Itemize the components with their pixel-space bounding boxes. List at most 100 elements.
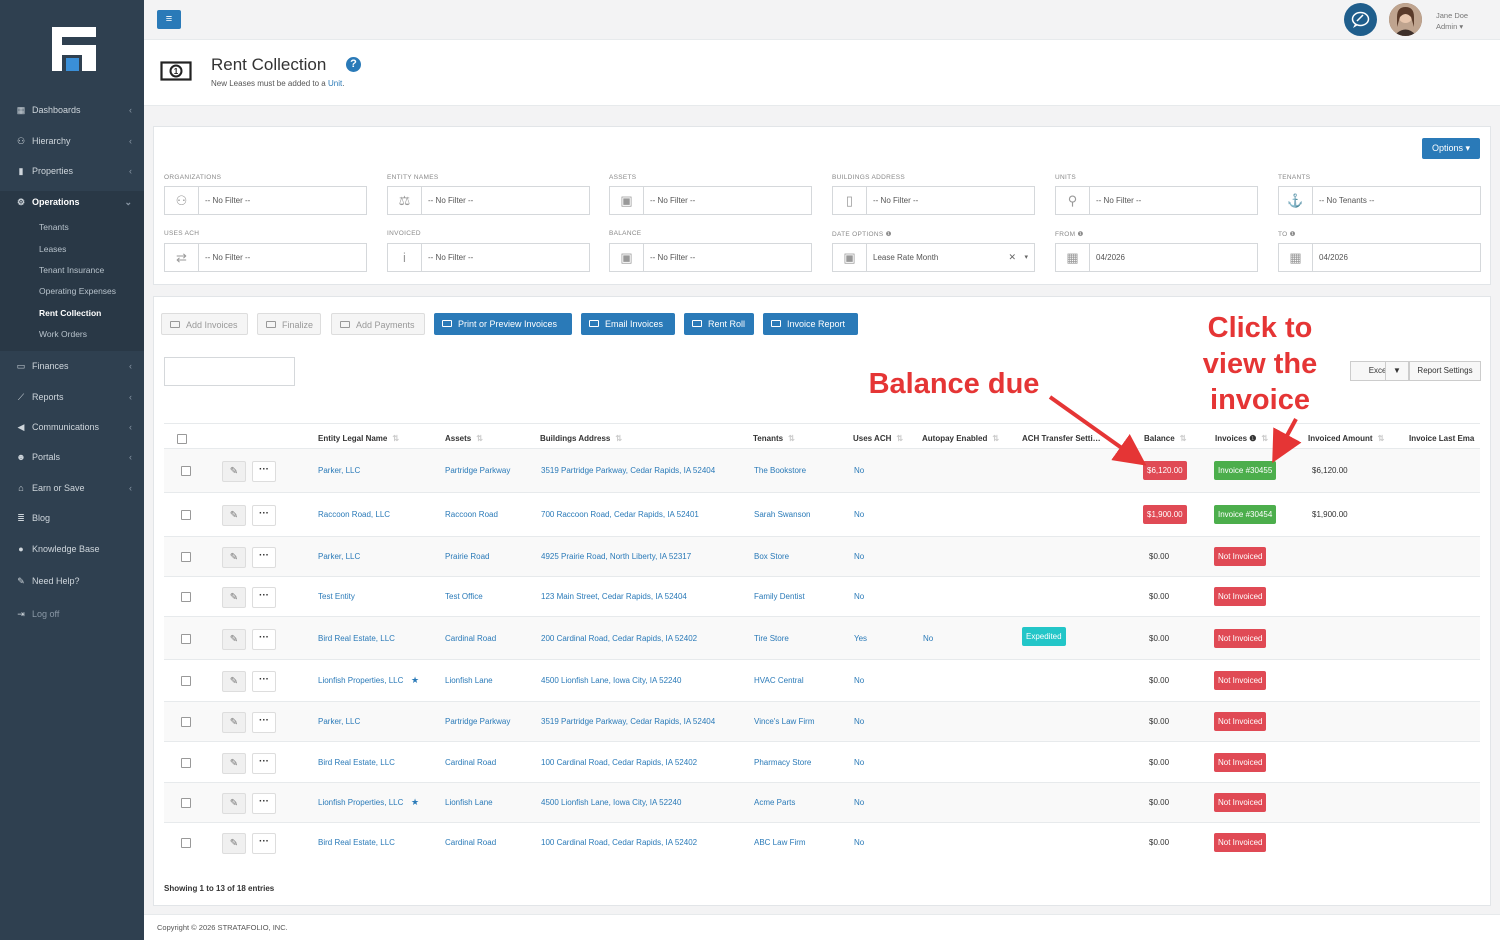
user-role-dropdown[interactable]: Admin ▾ (1436, 22, 1464, 31)
row-checkbox[interactable] (181, 757, 191, 768)
column-header[interactable]: Autopay Enabled ⇅ (922, 434, 999, 443)
entity-link[interactable]: Bird Real Estate, LLC (318, 757, 395, 767)
balance-due-badge[interactable]: $1,900.00 (1143, 505, 1187, 524)
row-checkbox[interactable] (181, 466, 191, 476)
row-checkbox[interactable] (181, 717, 191, 727)
report-settings-button[interactable]: Report Settings (1409, 361, 1481, 381)
options-button[interactable]: Options ▾ (1422, 138, 1480, 159)
asset-link[interactable]: Cardinal Road (445, 633, 497, 643)
column-header[interactable]: ACH Transfer Setti… (1022, 434, 1101, 443)
sidebar-subitem-rent-collection[interactable]: Rent Collection (39, 308, 102, 318)
sidebar-item-earn-or-save[interactable]: ⌂ Earn or Save ‹ (0, 477, 144, 499)
asset-link[interactable]: Cardinal Road (445, 757, 497, 767)
more-options-icon[interactable]: ··· (252, 752, 276, 774)
chevron-down-icon[interactable]: ▾ (1024, 254, 1028, 261)
print-preview-invoices-button[interactable]: Print or Preview Invoices (434, 313, 572, 335)
asset-link[interactable]: Lionfish Lane (445, 676, 493, 685)
tenant-link[interactable]: Family Dentist (754, 592, 805, 601)
stratafolio-logo[interactable] (52, 27, 96, 71)
entity-link[interactable]: Lionfish Properties, LLC (318, 798, 404, 807)
edit-icon[interactable]: ✎ (222, 587, 246, 608)
email-invoices-button[interactable]: Email Invoices (581, 313, 675, 335)
more-options-icon[interactable]: ··· (252, 671, 276, 692)
tenant-link[interactable]: Box Store (754, 552, 790, 561)
filter-assets-select[interactable]: ▣ -- No Filter -- (609, 186, 812, 215)
filter-from-select[interactable]: ▦ 04/2026 (1055, 243, 1258, 272)
row-checkbox[interactable] (181, 510, 191, 520)
invoice-report-button[interactable]: Invoice Report (763, 313, 858, 335)
edit-icon[interactable]: ✎ (222, 461, 246, 482)
address-link[interactable]: 4500 Lionfish Lane, Iowa City, IA 52240 (541, 798, 682, 807)
edit-icon[interactable]: ✎ (222, 671, 246, 692)
table-row[interactable]: ✎ ··· Parker, LLC Partridge Parkway 3519 Par… (164, 701, 1480, 741)
more-options-icon[interactable]: ··· (252, 833, 276, 854)
more-options-icon[interactable]: ··· (252, 461, 276, 482)
edit-icon[interactable]: ✎ (222, 793, 246, 814)
row-checkbox[interactable] (181, 633, 191, 644)
table-row[interactable]: ✎ ··· Lionfish Properties, LLC ★ Lionfish L… (164, 659, 1480, 701)
filter-balance-select[interactable]: ▣ -- No Filter -- (609, 243, 812, 272)
filter-tenants-select[interactable]: ⚓ -- No Tenants -- (1278, 186, 1481, 215)
column-header[interactable]: Invoices ❶ ⇅ (1215, 434, 1268, 443)
entity-link[interactable]: Bird Real Estate, LLC (318, 838, 395, 847)
row-checkbox[interactable] (181, 676, 191, 686)
filter-invoiced-select[interactable]: i -- No Filter -- (387, 243, 590, 272)
sidebar-subitem-work-orders[interactable]: Work Orders (39, 329, 88, 339)
tenant-link[interactable]: Pharmacy Store (754, 757, 812, 767)
asset-link[interactable]: Cardinal Road (445, 838, 497, 847)
tenant-link[interactable]: Acme Parts (754, 798, 796, 807)
more-options-icon[interactable]: ··· (252, 793, 276, 814)
finalize-button[interactable]: Finalize (257, 313, 321, 335)
help-icon[interactable]: ? (346, 57, 361, 72)
filter-uses-ach-select[interactable]: ⇄ -- No Filter -- (164, 243, 367, 272)
sidebar-item-finances[interactable]: ▭ Finances ‹ (0, 355, 144, 377)
unit-link[interactable]: Unit (327, 79, 343, 88)
filter-organizations-select[interactable]: ⚇ -- No Filter -- (164, 186, 367, 215)
more-options-icon[interactable]: ··· (252, 587, 276, 608)
rent-roll-button[interactable]: Rent Roll (684, 313, 754, 335)
add-payments-button[interactable]: Add Payments (331, 313, 425, 335)
tenant-link[interactable]: Sarah Swanson (754, 510, 811, 519)
menu-toggle-button[interactable]: ≡ (157, 10, 181, 29)
invoice-link-badge[interactable]: Invoice #30455 (1214, 461, 1277, 480)
filter-entity-names-select[interactable]: ⚖ -- No Filter -- (387, 186, 590, 215)
address-link[interactable]: 100 Cardinal Road, Cedar Rapids, IA 5240… (541, 757, 698, 767)
sidebar-item-dashboards[interactable]: ▦ Dashboards ‹ (0, 99, 144, 121)
address-link[interactable]: 123 Main Street, Cedar Rapids, IA 52404 (541, 592, 687, 601)
more-options-icon[interactable]: ··· (252, 712, 276, 733)
sidebar-item-portals[interactable]: ☻ Portals ‹ (0, 446, 144, 468)
entity-link[interactable]: Raccoon Road, LLC (318, 510, 391, 519)
sidebar-subitem-tenant-insurance[interactable]: Tenant Insurance (39, 265, 105, 275)
sidebar-item-reports[interactable]: ⟋ Reports ‹ (0, 386, 144, 408)
sidebar-item-log-off[interactable]: ⇥ Log off (0, 603, 144, 625)
more-options-icon[interactable]: ··· (252, 628, 276, 650)
table-row[interactable]: ✎ ··· Test Entity Test Office 123 Main Stree… (164, 576, 1480, 616)
sidebar-item-operations[interactable]: ⚙ Operations ⌄ (0, 191, 144, 213)
tenant-link[interactable]: ABC Law Firm (754, 838, 806, 847)
sidebar-item-properties[interactable]: ▮ Properties ‹ (0, 160, 144, 182)
asset-link[interactable]: Test Office (445, 592, 483, 601)
balance-due-badge[interactable]: $6,120.00 (1143, 461, 1187, 480)
filter-units-select[interactable]: ⚲ -- No Filter -- (1055, 186, 1258, 215)
edit-icon[interactable]: ✎ (222, 505, 246, 526)
sidebar-subitem-operating-expenses[interactable]: Operating Expenses (39, 286, 117, 296)
row-checkbox[interactable] (181, 798, 191, 808)
entity-link[interactable]: Lionfish Properties, LLC (318, 676, 404, 685)
asset-link[interactable]: Partridge Parkway (445, 717, 511, 726)
entity-link[interactable]: Parker, LLC (318, 717, 361, 726)
asset-link[interactable]: Prairie Road (445, 552, 490, 561)
entity-link[interactable]: Bird Real Estate, LLC (318, 633, 395, 643)
select-all-checkbox[interactable] (177, 434, 187, 444)
avatar[interactable] (1389, 3, 1422, 36)
row-checkbox[interactable] (181, 838, 191, 848)
tenant-link[interactable]: Tire Store (754, 633, 789, 643)
table-row[interactable]: ✎ ··· Parker, LLC Partridge Parkway 3519 Par… (164, 448, 1480, 492)
tenant-link[interactable]: HVAC Central (754, 676, 804, 685)
sidebar-subitem-leases[interactable]: Leases (39, 244, 67, 254)
edit-icon[interactable]: ✎ (222, 833, 246, 854)
table-row[interactable]: ✎ ··· Parker, LLC Prairie Road 4925 Prairie … (164, 536, 1480, 576)
address-link[interactable]: 3519 Partridge Parkway, Cedar Rapids, IA… (541, 717, 716, 726)
address-link[interactable]: 4500 Lionfish Lane, Iowa City, IA 52240 (541, 676, 682, 685)
column-header[interactable]: Entity Legal Name ⇅ (318, 434, 399, 443)
user-name[interactable]: Jane Doe (1436, 11, 1469, 20)
